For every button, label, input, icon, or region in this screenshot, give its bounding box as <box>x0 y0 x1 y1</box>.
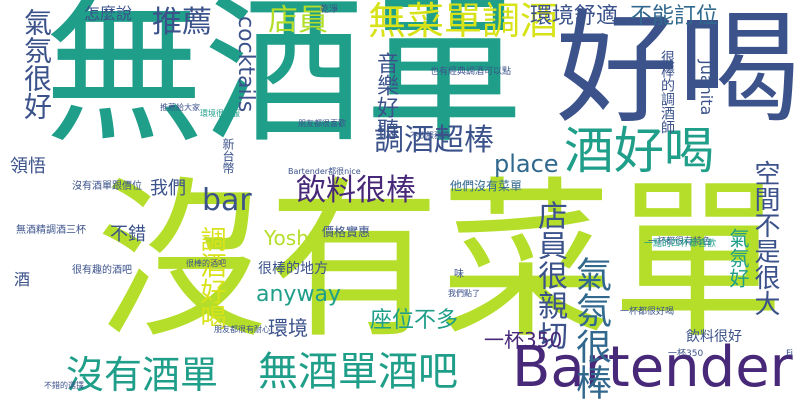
word-juanita: Juanita <box>697 60 716 116</box>
word-qi-fen-hao: 氣氛好 <box>726 228 750 288</box>
word-small-7: 環境很舒服 <box>200 109 240 118</box>
word-small-14: 乾淨 <box>320 5 339 15</box>
word-small-13: 味 <box>454 269 464 280</box>
word-small-9: 我們點了 <box>448 289 480 298</box>
word-kong-jian-bu-shi-hen-da: 空間不是很大 <box>750 160 780 316</box>
word-hao-he: 好喝 <box>556 0 800 140</box>
word-ta-men-mei-you-cai-dan: 他們沒有菜單 <box>450 179 523 193</box>
word-yosh: Yosh <box>264 226 309 250</box>
word-place: place <box>494 150 559 178</box>
word-wu-jiu-jing-tiao-jiu: 無酒精調酒三杯 <box>16 225 86 236</box>
word-small-2: Bartender都很nice <box>288 167 361 176</box>
word-small-8: 一點的四杯都喜歡 <box>644 239 717 249</box>
word-jiu-hao-he: 酒好喝 <box>564 122 714 180</box>
word-mei-you-jiu-dan-gen-jia-wei: 沒有酒單跟價位 <box>72 181 142 192</box>
word-yin-liao-hen-bang: 飲料很棒 <box>296 173 416 208</box>
word-small-10: 不收服務費 <box>410 131 450 140</box>
word-small-16: 很棒的酒吧 <box>186 259 226 268</box>
word-qi-fen-hen-hao: 氣氛很好 <box>20 8 53 120</box>
word-huan-jing-shu-shi: 環境舒適 <box>530 4 619 29</box>
word-yin-liao-hen-hao: 飲料很好 <box>686 329 742 345</box>
word-tiao-jiu-chao-bang: 調酒超棒 <box>374 123 494 158</box>
word-wu-jiu-dan: 無酒單 <box>44 0 525 165</box>
word-hen-bang-de-di-fang: 很棒的地方 <box>258 261 328 277</box>
word-ling-wu: 領悟 <box>10 156 46 177</box>
word-small-5: 一杯都很好喝 <box>620 307 675 317</box>
word-huan-jing: 環境 <box>268 316 308 340</box>
word-small-4: 一杯350 <box>668 349 704 359</box>
word-zen-me-shuo: 怎麼說 <box>84 4 133 23</box>
word-small-1: 一杯都很有特色 <box>648 237 712 247</box>
word-cocktails: cocktails <box>233 16 258 113</box>
word-small-12: Fi <box>786 349 794 359</box>
word-wu-cai-dan-tiao-jiu: 無菜單調酒 <box>368 0 559 43</box>
word-bar: bar <box>202 183 252 218</box>
word-small-15: 推薦給大家 <box>160 103 200 112</box>
word-jia-ge-shi-hui: 價格實惠 <box>322 225 371 239</box>
word-dian-yuan: 店員 <box>268 3 328 38</box>
word-mei-you-jiu-dan: 沒有酒單 <box>66 353 219 397</box>
word-tui-jian: 推薦 <box>152 5 212 40</box>
word-anyway: anyway <box>256 282 341 307</box>
word-tiao-jiu-hao-he: 調酒好喝 <box>196 226 226 330</box>
word-small-11: 也有經典調酒可以點 <box>430 67 512 77</box>
word-small-6: 朋友都很有耐心 <box>214 325 270 334</box>
word-qi-fen-hen-bang: 氣氛很棒 <box>570 256 611 400</box>
word-dian-yuan-hen-qin-qie: 店員很親切 <box>532 200 567 350</box>
word-mei-you-cai-dan: 沒有菜單 <box>96 161 784 362</box>
word-wu-jiu-dan-jiu-ba: 無酒單酒吧 <box>258 349 458 395</box>
word-hen-bang-de-tiao-jiu-shi: 很棒的調酒師 <box>659 50 675 134</box>
word-jiu: 酒 <box>14 270 31 289</box>
word-bu-cuo: 不錯 <box>110 224 146 245</box>
word-yin-yue-hao-ting: 音樂好聽 <box>373 52 398 140</box>
word-bartender: Bartender <box>512 335 793 400</box>
word-small-3: 朋友都很喜歡 <box>298 119 346 128</box>
word-zuo-wei-bu-duo: 座位不多 <box>370 308 459 333</box>
word-wo-men: 我們 <box>150 178 186 199</box>
word-bu-neng-ding-wei: 不能訂位 <box>630 4 719 29</box>
word-small-17: 不錯的選擇 <box>44 381 84 390</box>
word-yi-bei-350: 一杯350 <box>484 328 563 352</box>
word-xin-tai-bi: 新台幣 <box>221 138 235 174</box>
word-hen-you-qu-de-jiu-ba: 很有趣的酒吧 <box>72 265 132 276</box>
